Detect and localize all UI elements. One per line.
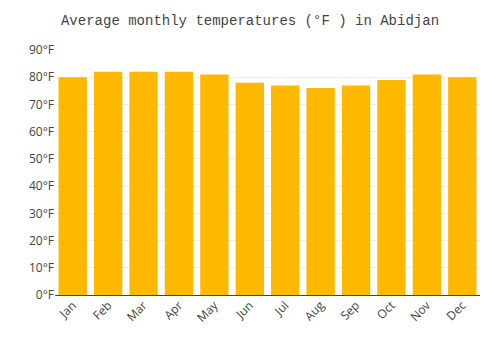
svg-text:May: May [193,296,222,325]
svg-text:Aug: Aug [300,297,328,325]
svg-text:Average monthly temperatures (: Average monthly temperatures (°F ) in Ab… [61,13,439,29]
svg-text:Jun: Jun [231,297,256,322]
svg-text:90°F: 90°F [29,41,54,58]
svg-text:50°F: 50°F [29,150,54,167]
svg-text:20°F: 20°F [29,232,54,249]
svg-text:60°F: 60°F [29,123,54,140]
svg-text:40°F: 40°F [29,177,54,194]
svg-text:Oct: Oct [373,297,399,323]
svg-text:30°F: 30°F [29,205,54,222]
svg-text:70°F: 70°F [29,96,54,113]
svg-text:Feb: Feb [89,297,115,323]
svg-text:10°F: 10°F [29,259,54,276]
svg-text:Nov: Nov [406,297,434,325]
svg-text:80°F: 80°F [29,68,54,85]
svg-text:Apr: Apr [160,297,186,323]
svg-text:Jan: Jan [55,297,80,322]
svg-text:Dec: Dec [442,297,469,324]
svg-text:Mar: Mar [123,297,151,325]
svg-text:Jul: Jul [270,297,292,319]
svg-text:Sep: Sep [336,297,363,324]
svg-text:0°F: 0°F [36,286,54,303]
